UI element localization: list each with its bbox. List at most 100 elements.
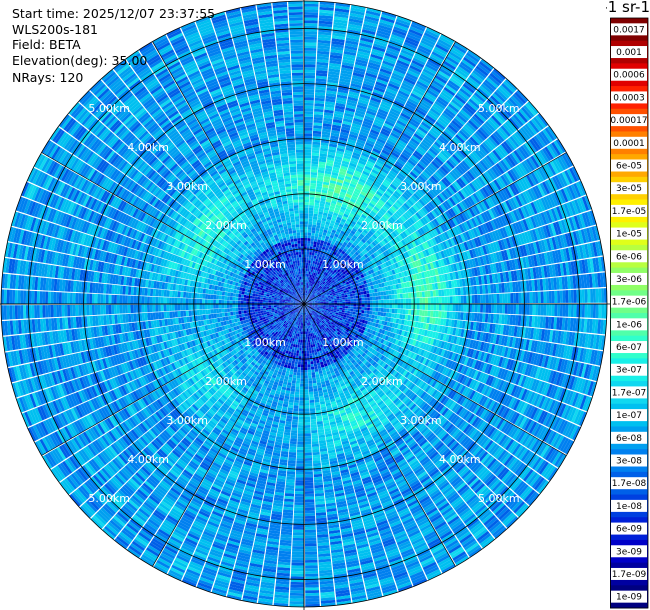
ppi-gate — [312, 281, 316, 285]
ppi-gate — [350, 237, 356, 242]
ppi-gate — [430, 145, 440, 155]
ppi-gate — [324, 170, 332, 175]
ppi-gate — [335, 105, 345, 110]
ppi-gate — [404, 127, 415, 135]
ppi-gate — [370, 187, 378, 193]
ppi-gate — [410, 183, 419, 191]
ppi-gate — [342, 225, 348, 230]
ppi-gate — [374, 164, 382, 171]
ppi-gate — [338, 254, 342, 259]
ppi-gate — [408, 292, 412, 299]
ppi-gate — [339, 305, 343, 308]
ppi-gate — [353, 69, 366, 75]
ppi-gate — [344, 297, 348, 300]
ppi-gate — [316, 287, 320, 291]
ppi-gate — [363, 21, 378, 27]
ppi-gate — [420, 141, 430, 150]
ppi-gate — [359, 216, 366, 222]
ppi-gate — [331, 35, 346, 40]
ppi-gate — [360, 175, 368, 182]
ppi-gate — [316, 273, 319, 277]
ppi-gate — [584, 304, 588, 318]
ppi-gate — [373, 86, 386, 93]
ppi-gate — [362, 23, 377, 30]
ppi-gate — [350, 244, 356, 249]
ppi-gate — [323, 241, 328, 245]
ppi-gate — [338, 211, 344, 216]
ppi-gate — [304, 102, 314, 106]
ppi-gate — [346, 227, 352, 233]
ppi-gate — [354, 61, 368, 67]
ppi-gate — [304, 100, 314, 104]
ppi-gate — [308, 221, 313, 225]
ppi-gate — [345, 104, 356, 110]
ppi-gate — [387, 44, 401, 52]
ppi-gate — [328, 71, 340, 76]
ppi-gate — [406, 144, 416, 153]
ppi-gate — [378, 172, 386, 179]
ppi-gate — [305, 287, 307, 291]
ppi-gate — [366, 69, 378, 76]
ppi-gate — [381, 194, 389, 201]
ppi-gate — [461, 59, 475, 70]
ppi-gate — [414, 85, 426, 94]
ppi-gate — [338, 136, 348, 142]
ppi-gate — [389, 153, 398, 161]
ppi-gate — [333, 209, 340, 214]
ppi-gate — [336, 201, 343, 207]
ppi-gate — [383, 192, 391, 199]
ppi-gate — [357, 208, 364, 214]
ppi-gate — [400, 49, 414, 57]
ppi-gate — [350, 7, 366, 13]
ppi-gate — [310, 277, 313, 281]
ppi-gate — [315, 75, 327, 80]
ppi-gate — [308, 207, 314, 211]
ppi-gate — [365, 206, 372, 213]
ppi-gate — [342, 308, 346, 311]
ppi-gate — [359, 240, 365, 246]
ppi-gate — [422, 297, 426, 304]
ppi-gate — [394, 64, 408, 73]
ppi-gate — [432, 79, 445, 89]
ppi-gate — [328, 246, 333, 250]
ppi-gate — [318, 161, 326, 166]
ppi-gate — [341, 123, 352, 129]
ppi-gate — [304, 226, 308, 230]
ppi-gate — [367, 300, 371, 304]
ppi-gate — [329, 273, 334, 277]
ppi-gate — [322, 125, 332, 130]
ppi-gate — [312, 138, 321, 143]
ppi-gate — [337, 250, 342, 255]
ppi-gate — [363, 219, 370, 225]
ppi-gate — [422, 96, 434, 105]
ppi-gate — [388, 172, 396, 179]
ppi-gate — [419, 42, 433, 51]
ppi-gate — [305, 281, 307, 285]
ppi-gate — [336, 300, 340, 303]
ppi-gate — [532, 291, 536, 304]
ppi-gate — [420, 172, 429, 181]
ppi-gate — [304, 47, 317, 51]
ppi-gate — [535, 304, 539, 316]
ppi-gate — [397, 293, 401, 299]
ppi-gate — [370, 210, 377, 216]
ppi-gate — [397, 186, 405, 194]
ppi-gate — [335, 2, 351, 8]
ppi-gate — [331, 271, 336, 275]
ppi-gate — [415, 130, 425, 139]
ppi-gate — [380, 13, 396, 21]
ppi-gate — [393, 146, 403, 154]
ppi-gate — [367, 297, 371, 301]
ppi-gate — [342, 299, 346, 302]
ppi-gate — [601, 288, 605, 303]
ppi-gate — [342, 248, 348, 253]
ppi-gate — [339, 168, 347, 173]
ppi-gate — [386, 299, 390, 304]
ppi-gate — [414, 52, 429, 61]
ppi-gate — [310, 169, 318, 173]
ppi-gate — [328, 185, 335, 190]
ppi-gate — [306, 293, 309, 297]
ppi-gate — [367, 191, 375, 198]
ppi-gate — [364, 144, 373, 151]
ppi-gate — [434, 141, 444, 150]
